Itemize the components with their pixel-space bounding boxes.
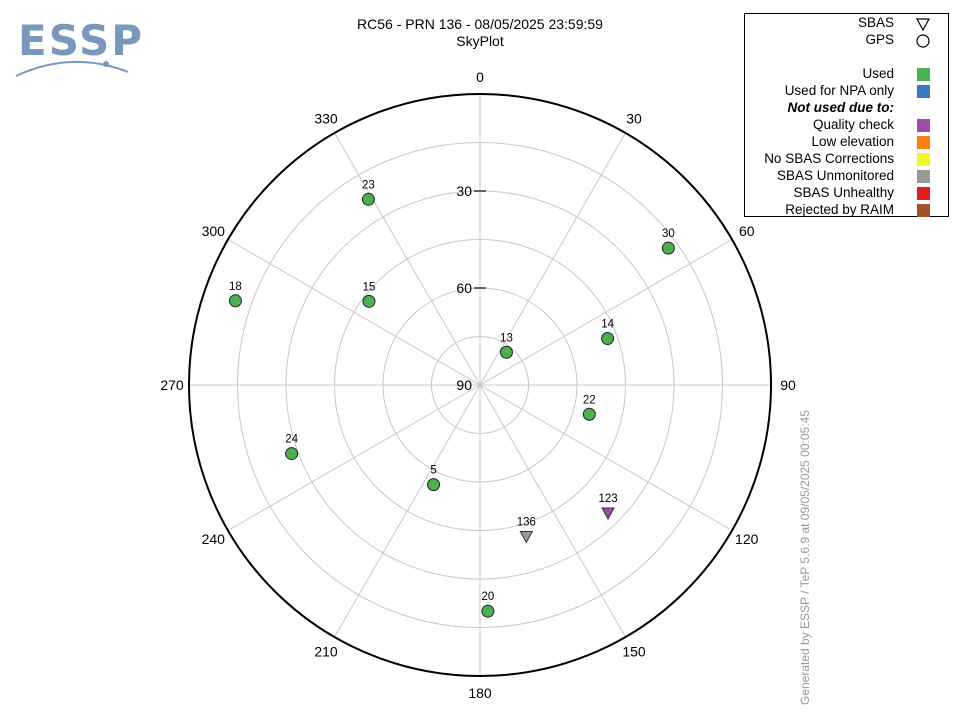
- legend-label: No SBAS Corrections: [764, 151, 894, 166]
- azimuth-spoke: [479, 384, 733, 531]
- legend-label: Low elevation: [811, 134, 894, 149]
- legend: SBAS GPS Used Used for NPA only Not used due…: [744, 13, 949, 217]
- legend-label: Quality check: [812, 117, 894, 132]
- satellite-marker-sbas-123: [601, 507, 615, 521]
- legend-label: GPS: [865, 32, 894, 47]
- satellite-label: 15: [363, 281, 376, 293]
- azimuth-tick-label: 180: [468, 685, 492, 701]
- azimuth-tick-label: 0: [476, 69, 484, 85]
- azimuth-tick-label: 30: [626, 110, 642, 126]
- azimuth-tick-label: 270: [160, 377, 184, 393]
- azimuth-spoke: [479, 132, 626, 386]
- satellite-marker-gps-30: [661, 241, 675, 255]
- elevation-tick-label: 90: [456, 377, 472, 393]
- gps-circle-icon: [916, 34, 930, 48]
- legend-swatch: [917, 68, 930, 81]
- generated-footer: Generated by ESSP / TeP 5.6.9 at 09/05/2…: [798, 410, 812, 705]
- legend-label: Rejected by RAIM: [785, 202, 894, 217]
- logo-text: ESSP: [18, 16, 145, 65]
- legend-swatch: [917, 136, 930, 149]
- azimuth-tick-label: 120: [735, 531, 759, 547]
- satellite-label: 30: [662, 228, 675, 240]
- azimuth-spoke: [479, 239, 733, 386]
- legend-swatch: [917, 187, 930, 200]
- satellite-label: 14: [601, 319, 614, 331]
- satellite-marker-gps-5: [427, 478, 441, 492]
- satellite-marker-gps-22: [582, 407, 596, 421]
- legend-swatch: [917, 119, 930, 132]
- azimuth-tick-label: 330: [314, 110, 338, 126]
- satellite-label: 123: [598, 493, 617, 505]
- legend-label: Used for NPA only: [784, 83, 894, 98]
- sbas-triangle-icon: [915, 18, 931, 32]
- legend-swatch: [917, 153, 930, 166]
- satellite-marker-gps-18: [228, 294, 242, 308]
- satellite-marker-gps-14: [601, 332, 615, 346]
- legend-heading: Not used due to:: [787, 100, 895, 115]
- azimuth-tick-label: 300: [202, 223, 226, 239]
- satellite-label: 13: [500, 332, 513, 344]
- chart-titles: RC56 - PRN 136 - 08/05/2025 23:59:59 Sky…: [330, 16, 630, 50]
- essp-logo: ESSP: [12, 10, 142, 85]
- legend-swatch: [917, 170, 930, 183]
- azimuth-spoke: [334, 384, 481, 638]
- satellite-label: 20: [482, 591, 495, 603]
- satellite-label: 22: [583, 394, 596, 406]
- legend-swatch: [917, 85, 930, 98]
- satellite-label: 5: [430, 465, 436, 477]
- satellite-marker-gps-15: [362, 294, 376, 308]
- legend-swatch: [917, 204, 930, 217]
- chart-title: RC56 - PRN 136 - 08/05/2025 23:59:59: [357, 16, 603, 32]
- elevation-tick-label: 60: [456, 280, 472, 296]
- satellite-marker-gps-13: [499, 345, 513, 359]
- azimuth-spoke: [227, 239, 481, 386]
- elevation-tick-label: 30: [456, 183, 472, 199]
- horizon-circle: [188, 93, 772, 677]
- azimuth-tick-label: 90: [780, 377, 796, 393]
- azimuth-tick-label: 240: [202, 531, 226, 547]
- satellite-label: 136: [517, 517, 536, 529]
- azimuth-spoke: [479, 384, 626, 638]
- satellite-marker-sbas-136: [519, 531, 534, 544]
- azimuth-spoke: [334, 132, 481, 386]
- azimuth-tick-label: 210: [314, 644, 338, 660]
- legend-label: SBAS: [857, 15, 894, 30]
- legend-label: SBAS Unmonitored: [776, 168, 894, 183]
- legend-label: Used: [862, 66, 894, 81]
- satellite-marker-gps-23: [361, 192, 375, 206]
- satellite-marker-gps-20: [481, 604, 495, 618]
- chart-subtitle: SkyPlot: [456, 33, 504, 49]
- azimuth-tick-label: 150: [622, 644, 646, 660]
- satellite-label: 23: [362, 179, 375, 191]
- satellite-marker-gps-24: [285, 447, 299, 461]
- azimuth-tick-label: 60: [739, 223, 755, 239]
- legend-label: SBAS Unhealthy: [793, 185, 894, 200]
- satellite-label: 24: [285, 434, 298, 446]
- logo-swoosh-icon: [15, 60, 129, 77]
- azimuth-spoke: [227, 384, 481, 531]
- satellite-label: 18: [229, 281, 242, 293]
